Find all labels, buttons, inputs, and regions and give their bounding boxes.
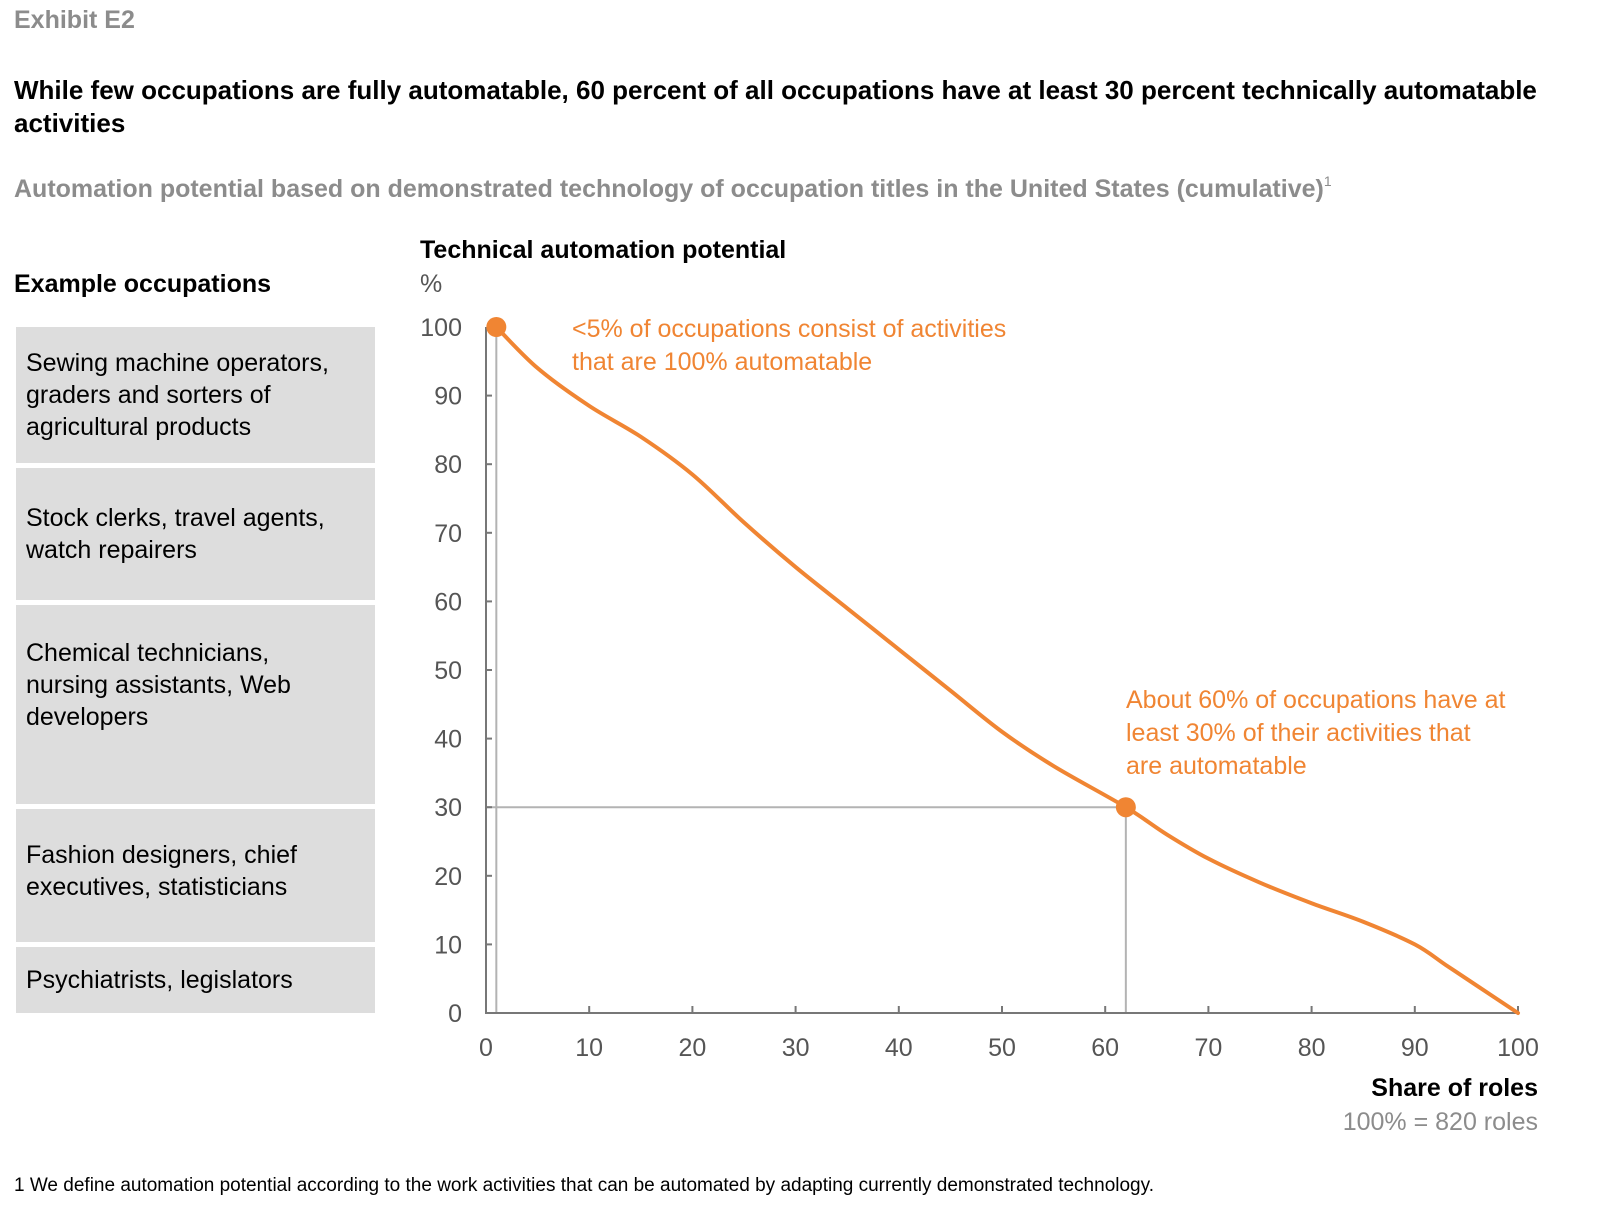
y-tick-label: 50 xyxy=(434,657,462,685)
x-tick-label: 90 xyxy=(1401,1034,1429,1062)
y-tick-label: 40 xyxy=(434,726,462,754)
highlight-point xyxy=(1115,797,1136,818)
subtitle-text: Automation potential based on demonstrat… xyxy=(14,175,1324,203)
x-tick-label: 50 xyxy=(988,1034,1016,1062)
occupations-header: Example occupations xyxy=(14,270,272,298)
occupation-box: Chemical technicians, nursing assistants… xyxy=(16,605,375,804)
x-tick-label: 80 xyxy=(1298,1034,1326,1062)
footnote-marker: 1 xyxy=(1323,173,1332,189)
exhibit-label: Exhibit E2 xyxy=(14,6,135,34)
axes xyxy=(485,327,1518,1014)
occupation-box: Fashion designers, chief executives, sta… xyxy=(16,809,375,942)
occupation-label: Chemical technicians, nursing assistants… xyxy=(26,638,291,731)
y-tick-label: 70 xyxy=(434,520,462,548)
guide-lines xyxy=(486,327,1127,1013)
y-axis-title: Technical automation potential xyxy=(420,236,787,264)
occupation-box: Sewing machine operators, graders and so… xyxy=(16,327,375,463)
subtitle: Automation potential based on demonstrat… xyxy=(14,173,1332,204)
x-tick-label: 70 xyxy=(1194,1034,1222,1062)
x-axis-note: 100% = 820 roles xyxy=(1342,1108,1538,1136)
annotation-bottom: About 60% of occupations have at least 3… xyxy=(1126,686,1506,780)
x-tick-label: 0 xyxy=(479,1034,493,1062)
x-tick-label: 30 xyxy=(782,1034,810,1062)
y-tick-label: 60 xyxy=(434,588,462,616)
x-tick-label: 10 xyxy=(575,1034,603,1062)
series-line xyxy=(494,325,1520,1015)
occupation-box: Psychiatrists, legislators xyxy=(16,947,375,1013)
x-tick-label: 20 xyxy=(678,1034,706,1062)
footnote: 1 We define automation potential accordi… xyxy=(14,1175,1154,1196)
x-tick-label: 100 xyxy=(1497,1034,1539,1062)
ticks: 0 10 20 30 40 50 60 70 80 90 100 0 10 20 30 40 50 60 70 80 9… xyxy=(420,314,1539,1062)
y-tick-label: 100 xyxy=(420,314,462,342)
x-axis-title: Share of roles xyxy=(1371,1074,1538,1102)
occupation-label: Fashion designers, chief executives, sta… xyxy=(26,840,297,901)
annotation-top: <5% of occupations consist of activities… xyxy=(572,315,1007,376)
y-axis-unit: % xyxy=(420,270,443,298)
highlight-points xyxy=(486,317,1136,818)
highlight-point xyxy=(486,317,507,337)
y-tick-label: 20 xyxy=(434,863,462,891)
series xyxy=(494,325,1520,1015)
y-tick-label: 0 xyxy=(448,1000,462,1028)
y-tick-label: 80 xyxy=(434,451,462,479)
y-tick-label: 30 xyxy=(434,794,462,822)
y-tick-label: 90 xyxy=(434,383,462,411)
occupation-box: Stock clerks, travel agents, watch repai… xyxy=(16,468,375,600)
occupation-label: Stock clerks, travel agents, watch repai… xyxy=(26,504,325,564)
occupation-label: Sewing machine operators, graders and so… xyxy=(26,349,329,441)
occupation-label: Psychiatrists, legislators xyxy=(26,966,293,994)
y-tick-label: 10 xyxy=(434,931,462,959)
x-tick-label: 40 xyxy=(885,1034,913,1062)
x-tick-label: 60 xyxy=(1091,1034,1119,1062)
headline: While few occupations are fully automata… xyxy=(14,75,1537,138)
